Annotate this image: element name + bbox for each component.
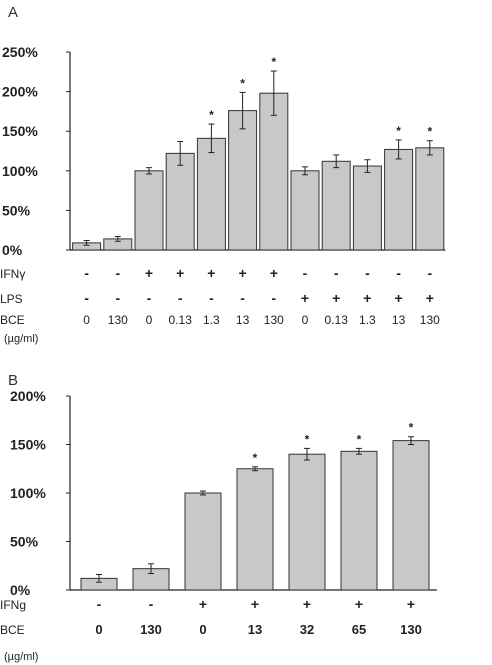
bar — [259, 92, 289, 251]
row-cell: - — [271, 290, 276, 306]
unit-label: (µg/ml) — [4, 333, 38, 345]
y-tick-label: 200% — [10, 388, 46, 404]
row-cell: + — [145, 265, 153, 281]
row-cell: - — [115, 290, 120, 306]
row-label: IFNg — [0, 598, 26, 612]
row-cell: - — [147, 290, 152, 306]
row-cell: - — [396, 265, 401, 281]
bar — [228, 110, 258, 251]
row-cell: 130 — [400, 622, 422, 637]
y-tick-label: 50% — [10, 534, 39, 550]
significance-marker: * — [357, 432, 362, 446]
row-cell: 65 — [352, 622, 366, 637]
row-cell: + — [176, 265, 184, 281]
significance-marker: * — [253, 451, 258, 465]
panel-label-b: B — [8, 372, 18, 389]
row-cell: - — [149, 596, 154, 612]
bar — [340, 450, 378, 591]
row-cell: 1.3 — [203, 313, 220, 327]
y-tick-label: 100% — [2, 163, 38, 179]
bar — [184, 492, 222, 591]
row-cell: + — [355, 596, 363, 612]
row-cell: - — [427, 265, 432, 281]
bar — [384, 148, 414, 251]
row-cell: 13 — [236, 313, 250, 327]
row-cell: - — [209, 290, 214, 306]
row-cell: 0 — [83, 313, 90, 327]
row-cell: - — [97, 596, 102, 612]
y-tick-label: 0% — [10, 582, 31, 598]
row-cell: + — [270, 265, 278, 281]
bar — [290, 170, 320, 251]
row-cell: 0 — [302, 313, 309, 327]
row-cell: 13 — [392, 313, 406, 327]
y-tick-label: 50% — [2, 202, 31, 218]
row-cell: + — [207, 265, 215, 281]
row-cell: 130 — [108, 313, 128, 327]
bar — [321, 160, 351, 251]
row-cell: + — [199, 596, 207, 612]
row-cell: 1.3 — [359, 313, 376, 327]
row-cell: 0 — [199, 622, 206, 637]
row-cell: + — [363, 290, 371, 306]
row-cell: + — [239, 265, 247, 281]
row-cell: 0.13 — [169, 313, 193, 327]
row-cell: - — [84, 265, 89, 281]
row-cell: 13 — [248, 622, 262, 637]
bar — [288, 453, 326, 591]
bar — [236, 468, 274, 591]
bar — [196, 137, 226, 251]
significance-marker: * — [427, 125, 432, 139]
significance-marker: * — [209, 108, 214, 122]
significance-marker: * — [240, 76, 245, 90]
row-cell: 130 — [140, 622, 162, 637]
y-tick-label: 0% — [2, 242, 23, 258]
row-cell: + — [332, 290, 340, 306]
y-tick-label: 250% — [2, 44, 38, 60]
row-cell: - — [365, 265, 370, 281]
row-cell: 0 — [146, 313, 153, 327]
bar — [392, 440, 430, 591]
y-tick-label: 150% — [2, 123, 38, 139]
row-cell: + — [251, 596, 259, 612]
row-cell: + — [395, 290, 403, 306]
row-label: IFNγ — [0, 267, 25, 281]
bar — [165, 152, 195, 251]
bar — [415, 147, 445, 251]
panel-b-chart: 0% 50% 100% 150% 200% * * * * IFNg - - + + + + + BCE 0 130 0… — [0, 388, 437, 663]
row-cell: - — [115, 265, 120, 281]
row-cell: - — [178, 290, 183, 306]
row-cell: 0 — [95, 622, 102, 637]
unit-label: (µg/ml) — [4, 651, 38, 663]
row-label: BCE — [0, 623, 25, 637]
row-cell: + — [407, 596, 415, 612]
row-cell: + — [303, 596, 311, 612]
panel-label-a: A — [8, 4, 18, 21]
row-label: LPS — [0, 292, 23, 306]
significance-marker: * — [409, 421, 414, 435]
bar — [352, 165, 382, 251]
row-cell: + — [301, 290, 309, 306]
y-tick-label: 200% — [2, 84, 38, 100]
y-tick-label: 100% — [10, 485, 46, 501]
significance-marker: * — [396, 124, 401, 138]
row-cell: - — [303, 265, 308, 281]
row-label: BCE — [0, 313, 25, 327]
significance-marker: * — [305, 432, 310, 446]
row-cell: 130 — [264, 313, 284, 327]
row-cell: - — [334, 265, 339, 281]
row-cell: - — [84, 290, 89, 306]
row-cell: - — [240, 290, 245, 306]
row-cell: 0.13 — [325, 313, 349, 327]
row-cell: 130 — [420, 313, 440, 327]
significance-marker: * — [271, 55, 276, 69]
row-cell: + — [426, 290, 434, 306]
panel-a-chart: 0% 50% 100% 150% 200% 250% * * * * * IFNγ - - + + + + + - - -… — [0, 44, 446, 345]
y-tick-label: 150% — [10, 437, 46, 453]
row-cell: 32 — [300, 622, 314, 637]
bar — [134, 170, 164, 251]
